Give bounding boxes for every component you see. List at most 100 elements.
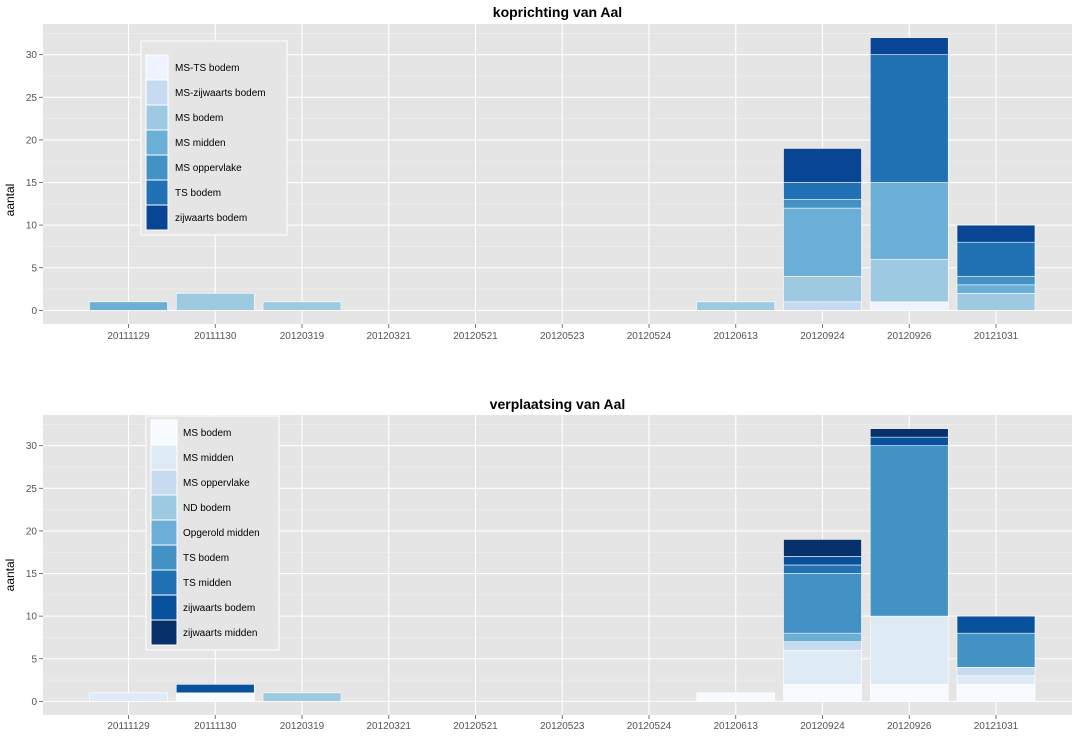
legend-label-ts-bodem: TS bodem bbox=[175, 188, 221, 199]
y-tick-label: 10 bbox=[26, 221, 38, 232]
x-tick-label: 20120321 bbox=[367, 721, 412, 732]
legend-label-ts-bodem: TS bodem bbox=[183, 553, 229, 564]
bar-segment-20111130-ms-bodem bbox=[175, 692, 255, 702]
x-tick-label: 20120521 bbox=[453, 331, 498, 342]
bar-segment-20121031-ms-oppervlake bbox=[956, 275, 1036, 286]
bar-segment-20120319-nd-bodem bbox=[262, 692, 342, 702]
bar-segment-20120926-ms-bodem bbox=[869, 258, 949, 303]
legend-label-zijwaarts-midden: zijwaarts midden bbox=[183, 628, 257, 639]
bar-segment-20121031-zijwaarts-bodem bbox=[956, 224, 1036, 243]
legend-key-zijwaarts-bodem bbox=[145, 204, 169, 231]
x-tick-label: 20120321 bbox=[367, 331, 412, 342]
bar-segment-20111129-ms-midden bbox=[89, 692, 168, 702]
legend-key-ts-midden bbox=[150, 569, 178, 596]
legend-label-ms-bodem: MS bodem bbox=[183, 428, 231, 439]
bar-segment-20120613-ms-bodem bbox=[696, 301, 776, 311]
y-axis-title: aantal bbox=[3, 559, 17, 592]
y-tick-label: 25 bbox=[26, 484, 38, 495]
legend-label-ms-oppervlake: MS oppervlake bbox=[175, 163, 242, 174]
bar-segment-20121031-ms-oppervlake bbox=[956, 666, 1036, 677]
y-tick-label: 30 bbox=[26, 441, 38, 452]
bar-segment-20111130-zijwaarts-bodem bbox=[175, 684, 255, 694]
bar-segment-20120926-zijwaarts-bodem bbox=[869, 37, 949, 55]
bar-segment-20120924-opgerold-midden bbox=[783, 632, 862, 643]
bar-segment-20120924-ts-midden bbox=[783, 564, 862, 574]
legend-key-ms-oppervlake bbox=[150, 469, 178, 496]
x-tick-label: 20120613 bbox=[714, 721, 759, 732]
bar-segment-20121031-zijwaarts-bodem bbox=[956, 615, 1036, 634]
bar-segment-20120319-ms-bodem bbox=[262, 301, 342, 311]
x-tick-label: 20120521 bbox=[453, 721, 498, 732]
legend-label-ms-zijwaarts-bodem: MS-zijwaarts bodem bbox=[175, 88, 266, 99]
legend-label-ms-oppervlake: MS oppervlake bbox=[183, 478, 250, 489]
bar-segment-20121031-ms-bodem bbox=[956, 684, 1036, 702]
legend: MS bodem MS midden MS oppervlake ND bodem Op… bbox=[145, 415, 280, 651]
legend-key-nd-bodem bbox=[150, 494, 178, 521]
bar-segment-20120613-ms-bodem bbox=[696, 692, 776, 702]
bar-segment-20120926-ms-ts-bodem bbox=[869, 301, 949, 311]
legend-label-ms-midden: MS midden bbox=[183, 453, 234, 464]
bar-segment-20121031-ms-midden bbox=[956, 675, 1036, 685]
legend-label-ms-bodem: MS bodem bbox=[175, 113, 223, 124]
bar-segment-20120924-ms-oppervlake bbox=[783, 199, 862, 209]
legend-label-zijwaarts-bodem: zijwaarts bodem bbox=[175, 213, 247, 224]
legend-key-ms-zijwaarts-bodem bbox=[145, 79, 169, 106]
x-tick-label: 20121031 bbox=[974, 721, 1019, 732]
legend-label-ts-midden: TS midden bbox=[183, 578, 231, 589]
legend-key-ms-bodem bbox=[145, 104, 169, 131]
bar-segment-20111130-ms-bodem bbox=[175, 293, 255, 311]
bar-segment-20120924-ms-midden bbox=[783, 649, 862, 685]
legend-key-ms-midden bbox=[150, 444, 178, 471]
bar-segment-20120924-ms-midden bbox=[783, 207, 862, 277]
bar-segment-20121031-ms-midden bbox=[956, 284, 1036, 294]
bar-segment-20120926-ts-bodem bbox=[869, 54, 949, 183]
bar-segment-20120926-ts-bodem bbox=[869, 445, 949, 617]
legend-key-opgerold-midden bbox=[150, 519, 178, 546]
legend-label-ms-ts-bodem: MS-TS bodem bbox=[175, 63, 239, 74]
legend-label-nd-bodem: ND bodem bbox=[183, 503, 231, 514]
bar-segment-20120924-zijwaarts-midden bbox=[783, 539, 862, 557]
legend-key-ts-bodem bbox=[150, 544, 178, 571]
legend-key-zijwaarts-bodem bbox=[150, 594, 178, 621]
chart-title: koprichting van Aal bbox=[493, 4, 622, 20]
bar-segment-20120924-ms-zijwaarts-bodem bbox=[783, 301, 862, 311]
bar-segment-20120924-ms-bodem bbox=[783, 684, 862, 702]
x-tick-label: 20120924 bbox=[800, 331, 845, 342]
legend-label-ms-midden: MS midden bbox=[175, 138, 226, 149]
x-tick-label: 20120319 bbox=[280, 331, 325, 342]
chart-title: verplaatsing van Aal bbox=[490, 396, 626, 412]
x-tick-label: 20120523 bbox=[540, 331, 585, 342]
legend-key-zijwaarts-midden bbox=[150, 619, 178, 646]
x-tick-label: 20111129 bbox=[107, 331, 150, 342]
bar-segment-20120926-ms-midden bbox=[869, 182, 949, 260]
legend-key-ms-midden bbox=[145, 129, 169, 156]
x-tick-label: 20121031 bbox=[974, 331, 1019, 342]
bar-segment-20121031-ms-bodem bbox=[956, 293, 1036, 311]
bar-segment-20120924-ts-bodem bbox=[783, 182, 862, 200]
legend: MS-TS bodem MS-zijwaarts bodem MS bodem MS … bbox=[140, 40, 288, 236]
bar-segment-20120924-ms-bodem bbox=[783, 275, 862, 303]
bar-segment-20120924-ts-bodem bbox=[783, 573, 862, 634]
legend-key-ms-ts-bodem bbox=[145, 54, 169, 81]
bar-segment-20121031-ts-bodem bbox=[956, 632, 1036, 668]
y-tick-label: 10 bbox=[26, 612, 38, 623]
legend-key-ms-oppervlake bbox=[145, 154, 169, 181]
legend-label-opgerold-midden: Opgerold midden bbox=[183, 528, 260, 539]
y-tick-label: 30 bbox=[26, 50, 38, 61]
y-tick-label: 20 bbox=[26, 526, 38, 537]
y-tick-label: 15 bbox=[26, 178, 38, 189]
bar-segment-20120924-zijwaarts-bodem bbox=[783, 556, 862, 566]
bar-segment-20120926-ms-midden bbox=[869, 615, 949, 685]
x-tick-label: 20120924 bbox=[800, 721, 845, 732]
y-tick-label: 25 bbox=[26, 93, 38, 104]
x-tick-label: 20111130 bbox=[194, 721, 237, 732]
x-tick-label: 20111130 bbox=[194, 331, 237, 342]
y-tick-label: 20 bbox=[26, 135, 38, 146]
legend-key-ms-bodem bbox=[150, 419, 178, 446]
legend-label-zijwaarts-bodem: zijwaarts bodem bbox=[183, 603, 255, 614]
y-axis-title: aantal bbox=[3, 184, 17, 217]
x-tick-label: 20120524 bbox=[627, 331, 672, 342]
x-tick-label: 20120926 bbox=[887, 721, 932, 732]
